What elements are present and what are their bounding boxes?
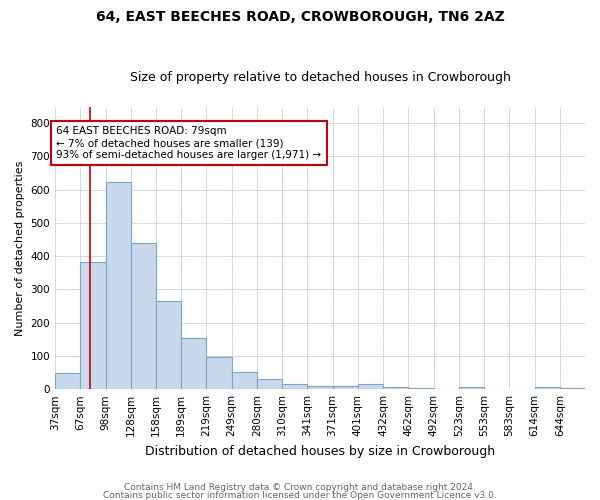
Text: Contains HM Land Registry data © Crown copyright and database right 2024.: Contains HM Land Registry data © Crown c… <box>124 484 476 492</box>
Bar <box>232 372 257 389</box>
Bar <box>257 379 282 389</box>
Bar <box>156 301 181 389</box>
Y-axis label: Number of detached properties: Number of detached properties <box>15 160 25 336</box>
Bar <box>332 386 358 389</box>
Title: Size of property relative to detached houses in Crowborough: Size of property relative to detached ho… <box>130 72 511 85</box>
Bar <box>282 384 307 389</box>
Text: Contains public sector information licensed under the Open Government Licence v3: Contains public sector information licen… <box>103 490 497 500</box>
Bar <box>55 373 80 389</box>
Bar <box>206 358 232 389</box>
Bar <box>560 388 585 389</box>
X-axis label: Distribution of detached houses by size in Crowborough: Distribution of detached houses by size … <box>145 444 495 458</box>
Bar <box>181 338 206 389</box>
Bar <box>358 384 383 389</box>
Bar <box>459 386 484 389</box>
Bar <box>409 388 434 389</box>
Bar <box>80 262 106 389</box>
Bar <box>106 182 131 389</box>
Text: 64, EAST BEECHES ROAD, CROWBOROUGH, TN6 2AZ: 64, EAST BEECHES ROAD, CROWBOROUGH, TN6 … <box>95 10 505 24</box>
Bar <box>131 243 156 389</box>
Bar <box>383 386 409 389</box>
Bar <box>307 386 332 389</box>
Bar <box>535 386 560 389</box>
Text: 64 EAST BEECHES ROAD: 79sqm
← 7% of detached houses are smaller (139)
93% of sem: 64 EAST BEECHES ROAD: 79sqm ← 7% of deta… <box>56 126 322 160</box>
